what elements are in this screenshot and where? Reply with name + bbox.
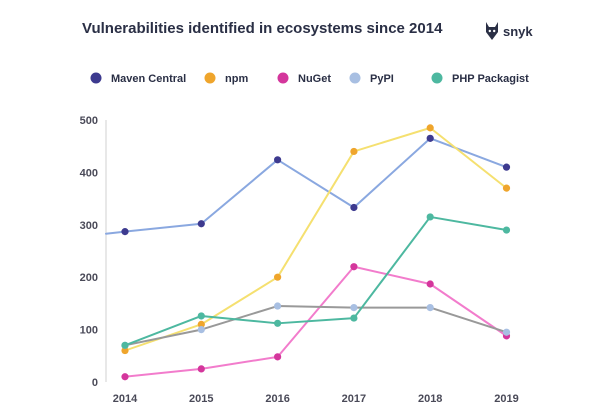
legend-entry: Maven Central <box>90 72 186 85</box>
y-tick-label: 500 <box>80 115 98 127</box>
x-tick-label: 2019 <box>494 393 518 405</box>
data-point <box>197 365 205 373</box>
data-point <box>197 326 205 334</box>
data-point <box>502 163 511 171</box>
y-axis: 0 100 200 300 400 500 <box>80 115 107 389</box>
series-line <box>124 126 508 352</box>
x-tick-label: 2014 <box>113 393 138 405</box>
data-point <box>197 320 205 328</box>
series-line <box>124 215 508 347</box>
data-point <box>426 280 434 288</box>
series-lines <box>105 126 508 378</box>
legend-label: NuGet <box>298 73 331 85</box>
legend: Maven Central npm NuGet PyPI PHP Packagist <box>90 72 529 85</box>
data-point <box>350 203 358 212</box>
legend-marker <box>349 72 361 84</box>
data-point <box>350 147 358 156</box>
chart-title: Vulnerabilities identified in ecosystems… <box>82 20 443 37</box>
legend-marker <box>90 72 102 84</box>
legend-marker <box>431 72 443 84</box>
legend-entry: NuGet <box>277 72 331 85</box>
data-point <box>121 341 129 349</box>
data-point <box>274 319 282 327</box>
series-line <box>124 265 508 378</box>
brand-name: snyk <box>503 23 533 39</box>
dog-head-logo-icon <box>486 22 498 40</box>
data-point <box>274 273 282 281</box>
legend-entry: PyPI <box>349 72 394 85</box>
data-point <box>350 303 358 312</box>
data-point <box>502 328 511 336</box>
y-tick-label: 400 <box>80 167 98 179</box>
y-tick-label: 0 <box>92 377 98 389</box>
data-point <box>274 302 282 310</box>
legend-entry: npm <box>204 72 248 85</box>
data-point <box>502 184 511 192</box>
data-point <box>426 134 434 142</box>
y-tick-label: 200 <box>80 272 98 284</box>
data-point <box>350 314 358 322</box>
x-tick-label: 2017 <box>342 393 366 405</box>
data-point <box>197 312 205 320</box>
data-point <box>502 226 511 234</box>
data-point <box>121 228 129 236</box>
data-point <box>426 124 434 132</box>
legend-marker <box>277 72 289 84</box>
brand-logo: snyk <box>485 22 533 40</box>
legend-entry: PHP Packagist <box>431 72 529 85</box>
y-tick-label: 100 <box>80 325 98 337</box>
data-point <box>121 373 129 381</box>
legend-label: PyPI <box>370 73 394 85</box>
legend-label: Maven Central <box>111 73 186 85</box>
x-tick-label: 2016 <box>265 393 289 405</box>
x-axis: 2014 2015 2016 2017 2018 2019 <box>113 393 519 405</box>
data-point <box>426 213 434 221</box>
data-point <box>121 346 129 355</box>
legend-label: npm <box>225 73 248 85</box>
legend-marker <box>204 72 216 84</box>
data-point <box>274 353 282 361</box>
y-tick-label: 300 <box>80 220 98 232</box>
x-tick-label: 2015 <box>189 393 213 405</box>
data-point <box>426 303 434 312</box>
data-point <box>350 263 358 271</box>
data-point <box>274 156 282 164</box>
series-points <box>121 124 511 381</box>
data-point <box>197 220 205 228</box>
x-tick-label: 2018 <box>418 393 442 405</box>
series-line <box>124 305 508 347</box>
legend-label: PHP Packagist <box>452 73 529 85</box>
